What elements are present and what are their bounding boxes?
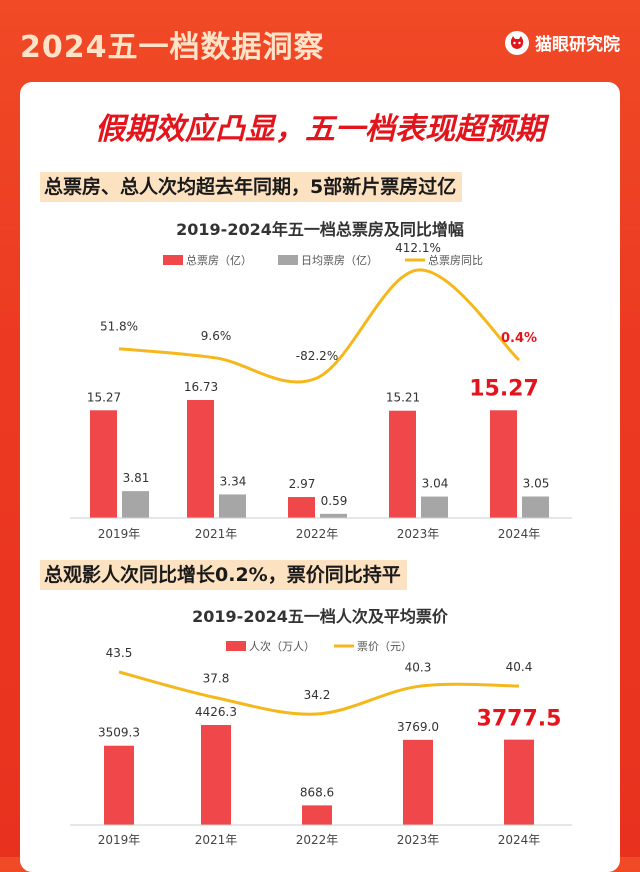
ticket-price-line: [118, 670, 520, 716]
bar-admissions-label: 868.6: [300, 785, 334, 799]
legend-swatch-0: [226, 641, 246, 651]
bar-total-box-office: [288, 497, 315, 518]
bar-daily-label: 3.34: [220, 474, 247, 488]
bar-total-box-office: [490, 410, 517, 518]
bar-total-box-office: [389, 410, 416, 518]
brand: 猫眼研究院: [505, 30, 620, 55]
section2-subtitle: 总观影人次同比增长0.2%，票价同比持平: [40, 560, 407, 590]
yoy-growth-label: 412.1%: [395, 241, 441, 255]
legend-label-0: 人次（万人）: [249, 639, 315, 653]
x-tick-label: 2021年: [195, 527, 238, 541]
ticket-price-label: 37.8: [203, 672, 230, 686]
yoy-growth-label: 9.6%: [201, 329, 232, 343]
x-tick-label: 2024年: [498, 527, 541, 541]
legend-swatch-0: [163, 255, 183, 265]
bar-total-box-office: [90, 410, 117, 518]
bar-admissions-label: 4426.3: [195, 705, 237, 719]
bar-daily-box-office: [522, 496, 549, 518]
bar-admissions-label: 3509.3: [98, 726, 140, 740]
bar-daily-label: 0.59: [321, 494, 348, 508]
bar-total-label: 16.73: [184, 380, 218, 394]
admissions-chart: 人次（万人） 票价（元） 3509.3 2019年 4426.3 2021年 868.6 20…: [70, 639, 572, 847]
cat-face-icon: [505, 30, 529, 55]
legend-label-2: 总票房同比: [428, 253, 483, 267]
legend-label-1: 票价（元）: [357, 640, 412, 653]
legend-label-0: 总票房（亿）: [186, 253, 252, 267]
bar-admissions: [201, 725, 231, 825]
bar-daily-box-office: [421, 496, 448, 518]
yoy-growth-line: [118, 268, 521, 384]
bar-admissions: [104, 745, 134, 825]
legend-swatch-1: [278, 255, 298, 265]
yoy-growth-label: 0.4%: [501, 331, 537, 346]
bar-daily-label: 3.04: [422, 477, 449, 491]
chart1-title: 2019-2024年五一档总票房及同比增幅: [176, 220, 464, 239]
bar-total-label: 15.21: [386, 391, 420, 405]
x-tick-label: 2022年: [296, 833, 339, 847]
page-title: 2024五一档数据洞察: [20, 30, 325, 65]
bar-daily-box-office: [219, 494, 246, 518]
bar-admissions: [302, 805, 332, 825]
bar-daily-label: 3.81: [123, 471, 150, 485]
x-tick-label: 2024年: [498, 833, 541, 847]
section1-subtitle: 总票房、总人次均超去年同期，5部新片票房过亿: [40, 172, 463, 202]
page-header: 2024五一档数据洞察 猫眼研究院: [0, 0, 640, 88]
bar-admissions-label: 3777.5: [477, 707, 562, 732]
ticket-price-label: 40.3: [405, 660, 432, 674]
bar-total-label: 15.27: [469, 376, 539, 401]
bar-total-label: 2.97: [289, 477, 316, 491]
legend-label-1: 日均票房（亿）: [301, 254, 378, 267]
headline: 假期效应凸显，五一档表现超预期: [95, 112, 545, 147]
box-office-chart: 总票房（亿） 日均票房（亿） 总票房同比 15.27 3.81 2019年 16.73 3.3…: [70, 241, 572, 541]
x-tick-label: 2023年: [397, 833, 440, 847]
x-tick-label: 2023年: [397, 527, 440, 541]
ticket-price-label: 43.5: [106, 646, 133, 660]
brand-name: 猫眼研究院: [535, 35, 620, 55]
bar-admissions-label: 3769.0: [397, 720, 439, 734]
bar-total-box-office: [187, 400, 214, 518]
bar-daily-box-office: [320, 513, 347, 518]
ticket-price-label: 40.4: [506, 660, 533, 674]
x-tick-label: 2019年: [98, 527, 141, 541]
bar-daily-label: 3.05: [523, 476, 550, 490]
ticket-price-label: 34.2: [304, 688, 331, 702]
x-tick-label: 2021年: [195, 833, 238, 847]
yoy-growth-label: 51.8%: [100, 320, 138, 334]
bar-daily-box-office: [122, 491, 149, 518]
yoy-growth-label: -82.2%: [296, 349, 338, 363]
bar-admissions: [403, 739, 433, 825]
bar-admissions: [504, 739, 534, 825]
chart2-title: 2019-2024五一档人次及平均票价: [192, 607, 448, 626]
bar-total-label: 15.27: [87, 390, 121, 404]
x-tick-label: 2019年: [98, 833, 141, 847]
x-tick-label: 2022年: [296, 527, 339, 541]
